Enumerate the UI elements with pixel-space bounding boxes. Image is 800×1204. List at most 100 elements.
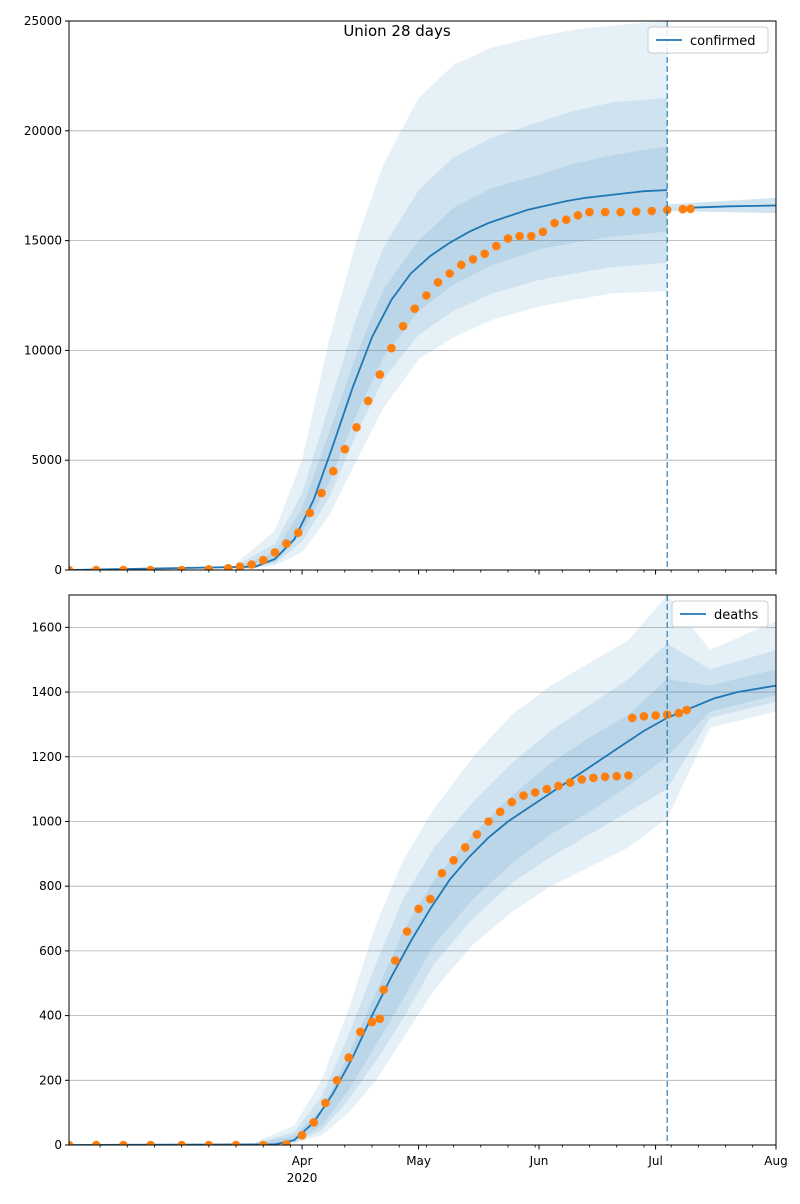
- chart-2-observed-point: [639, 712, 649, 721]
- chart-1-observed-point: [410, 304, 420, 314]
- chart-2-observed-point: [379, 985, 389, 994]
- chart-2-observed-point: [282, 1140, 291, 1145]
- chart-2-observed-point: [507, 797, 517, 807]
- chart-1-observed-point: [146, 565, 155, 570]
- chart-2-uncertainty-band-2: [255, 643, 776, 1145]
- chart-1-observed-point: [258, 555, 268, 565]
- chart-2-observed-point: [69, 1140, 74, 1145]
- chart-2-x-tick-sublabel: 2020: [287, 1171, 318, 1185]
- chart-2-observed-point: [297, 1131, 307, 1140]
- chart-2-median-line-1: [69, 684, 776, 1145]
- chart-2-observed-point: [367, 1017, 377, 1027]
- chart-1-observed-point: [387, 343, 396, 353]
- chart-1-observed-point: [686, 204, 695, 214]
- chart-2-observed-point: [554, 781, 563, 791]
- chart-1-uncertainty-band-1: [236, 21, 668, 570]
- chart-1-observed-point: [91, 565, 101, 570]
- chart-2-x-tick-label: May: [406, 1154, 431, 1168]
- chart-2-plot-area: [69, 595, 776, 1145]
- chart-1-observed-point: [204, 565, 214, 570]
- chart-2-observed-point: [177, 1140, 186, 1145]
- chart-1-observed-point: [375, 370, 385, 379]
- chart-2-observed-point: [495, 807, 505, 817]
- chart-1-observed-point: [69, 565, 74, 570]
- chart-2-y-tick-label: 800: [39, 879, 62, 893]
- chart-2-observed-point: [530, 788, 540, 797]
- chart-1-observed-point: [561, 215, 571, 224]
- chart-1-observed-point: [492, 241, 501, 251]
- chart-2-observed-point: [391, 956, 400, 965]
- chart-2-observed-point: [146, 1140, 155, 1145]
- chart-2-y-tick-label: 1600: [31, 620, 62, 634]
- chart-1-observed-point: [480, 249, 490, 259]
- chart-2-observed-point: [628, 713, 637, 723]
- chart-2-y-tick-label: 200: [39, 1073, 62, 1087]
- chart-1-observed-point: [503, 234, 513, 243]
- chart-2-observed-point: [484, 817, 493, 826]
- chart-1-median-line-2: [690, 204, 776, 209]
- chart-1-observed-point: [678, 204, 688, 214]
- chart-2-legend-label: deaths: [714, 608, 759, 623]
- chart-2-observed-point: [577, 775, 587, 784]
- chart-2-observed-point: [460, 843, 470, 852]
- chart-2-y-tick-label: 0: [54, 1138, 62, 1152]
- chart-title: Union 28 days: [343, 22, 451, 40]
- chart-1-y-tick-label: 15000: [24, 234, 62, 248]
- chart-2-x-tick-label: Aug: [764, 1154, 787, 1168]
- chart-1-observed-point: [328, 466, 338, 476]
- chart-2-observed-point: [375, 1014, 385, 1024]
- chart-2-observed-point: [426, 894, 435, 904]
- chart-1-observed-point: [550, 218, 559, 228]
- chart-2-observed-point: [624, 771, 633, 780]
- chart-1-observed-point: [538, 227, 548, 237]
- chart-1-y-tick-label: 10000: [24, 343, 62, 357]
- chart-1-observed-point: [527, 231, 536, 241]
- chart-2-observed-point: [589, 773, 598, 783]
- chart-1-observed-point: [585, 207, 594, 217]
- chart-1-observed-point: [235, 562, 245, 570]
- chart-2-observed-point: [414, 904, 423, 914]
- chart-2-panel: 0 200 400 600 800 1000 1200 1400 1600 Apr 2020 May J…: [31, 594, 788, 1185]
- chart-1-observed-point: [433, 278, 443, 287]
- chart-1-observed-point: [247, 560, 256, 569]
- chart-2-y-tick-label: 1200: [31, 750, 62, 764]
- chart-2-observed-point: [119, 1140, 128, 1145]
- chart-2-observed-point: [309, 1118, 319, 1127]
- chart-1-observed-point: [662, 205, 672, 215]
- chart-1-legend-label: confirmed: [690, 34, 756, 49]
- chart-2-observed-point: [402, 927, 412, 936]
- chart-1-y-tick-label: 0: [54, 563, 62, 577]
- chart-2-y-tick-label: 1400: [31, 685, 62, 699]
- chart-2-observed-point: [600, 772, 610, 782]
- chart-2-observed-point: [565, 778, 575, 787]
- chart-2-observed-point: [356, 1027, 365, 1037]
- chart-1-observed-point: [457, 260, 466, 270]
- chart-2-observed-point: [519, 791, 528, 800]
- chart-2-uncertainty-band-1: [255, 595, 776, 1145]
- chart-1-observed-point: [616, 207, 625, 217]
- chart-1-legend: confirmed: [647, 26, 769, 54]
- chart-2-observed-point: [651, 711, 660, 720]
- chart-1-observed-point: [340, 444, 350, 454]
- chart-1-observed-point: [119, 565, 128, 570]
- chart-2-observed-point: [344, 1053, 354, 1062]
- chart-2-observed-point: [472, 830, 482, 839]
- chart-2-observed-point: [542, 784, 552, 794]
- chart-2-y-tick-label: 1000: [31, 814, 62, 828]
- chart-1-uncertainty-band-3: [236, 146, 668, 570]
- chart-1-observed-point: [270, 548, 280, 557]
- chart-2-y-tick-label: 400: [39, 1009, 62, 1023]
- chart-2-observed-point: [204, 1140, 214, 1145]
- chart-2-axes-frame: [68, 594, 777, 1146]
- chart-1-observed-point: [515, 231, 524, 241]
- chart-1-observed-point: [363, 396, 373, 406]
- chart-2-x-tick-label: Jun: [529, 1154, 549, 1168]
- chart-1-legend-box: [647, 26, 769, 54]
- chart-1-plot-area: [69, 21, 776, 570]
- chart-1-observed-point: [398, 321, 408, 331]
- chart-1-observed-point: [445, 269, 455, 278]
- chart-2-legend: deaths: [671, 600, 769, 628]
- chart-2-legend-box: [671, 600, 769, 628]
- chart-1-observed-point: [422, 291, 431, 300]
